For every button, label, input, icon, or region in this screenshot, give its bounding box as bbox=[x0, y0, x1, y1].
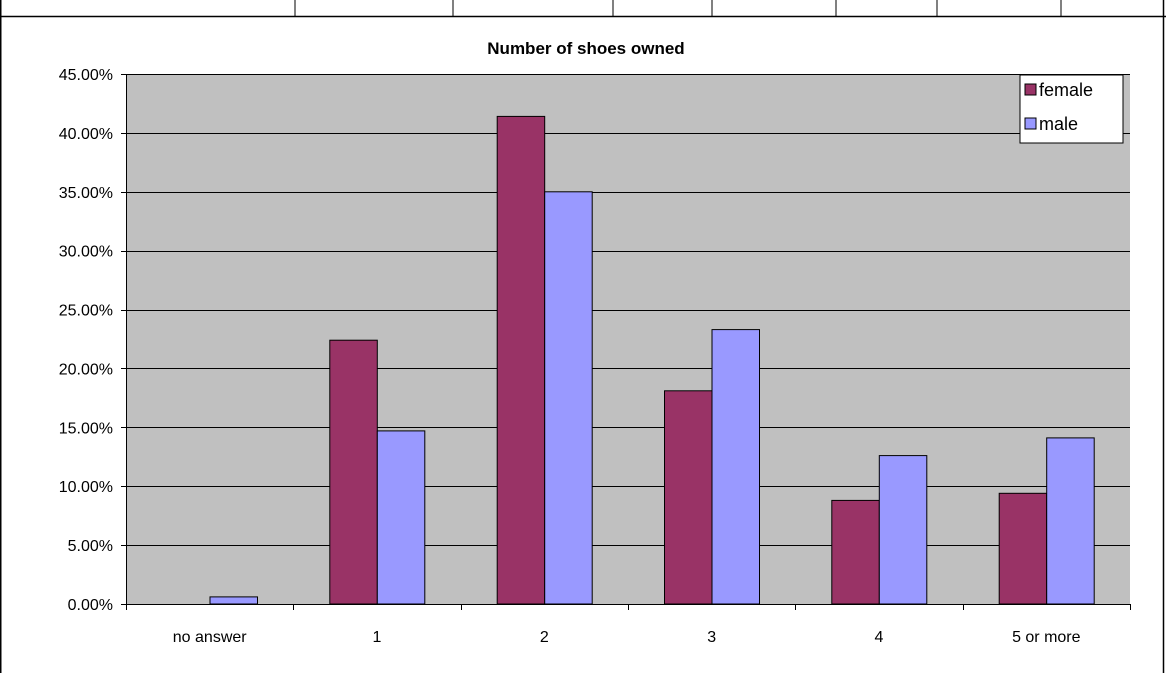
y-tick-label: 45.00% bbox=[59, 67, 113, 84]
bar-male-2 bbox=[544, 191, 593, 605]
category-label: 4 bbox=[875, 629, 884, 646]
y-tick-label: 35.00% bbox=[59, 185, 113, 202]
y-tick-label: 30.00% bbox=[59, 244, 113, 261]
bar-female-3 bbox=[664, 390, 713, 605]
y-tick-label: 40.00% bbox=[59, 126, 113, 143]
y-tick-label: 5.00% bbox=[68, 538, 113, 555]
bar-male-1 bbox=[376, 430, 426, 605]
axes bbox=[121, 74, 1131, 610]
x-tick-labels: no answer 1 2 3 4 5 or more bbox=[173, 629, 1081, 646]
category-label: 5 or more bbox=[1012, 629, 1081, 646]
y-tick-label: 15.00% bbox=[59, 420, 113, 437]
bar-male-0 bbox=[209, 596, 258, 605]
bars bbox=[209, 115, 1095, 605]
y-tick-label: 0.00% bbox=[68, 597, 113, 614]
bar-female-2 bbox=[496, 115, 546, 605]
legend-label-female: female bbox=[1039, 80, 1093, 100]
y-tick-label: 10.00% bbox=[59, 479, 113, 496]
bar-female-5 bbox=[998, 492, 1048, 605]
chart-title: Number of shoes owned bbox=[487, 39, 684, 58]
bar-male-5 bbox=[1046, 437, 1095, 605]
bar-female-4 bbox=[831, 499, 880, 605]
plot-area bbox=[126, 74, 1130, 604]
legend-label-male: male bbox=[1039, 114, 1078, 134]
category-label: 3 bbox=[707, 629, 716, 646]
y-tick-labels: 0.00% 5.00% 10.00% 15.00% 20.00% 25.00% 30.00%… bbox=[59, 67, 113, 614]
y-tick-label: 25.00% bbox=[59, 303, 113, 320]
category-label: no answer bbox=[173, 629, 247, 646]
legend-swatch-female bbox=[1024, 83, 1037, 96]
bar-male-3 bbox=[711, 329, 760, 605]
bar-female-1 bbox=[329, 339, 378, 605]
legend-swatch-male bbox=[1024, 117, 1037, 130]
legend-box bbox=[1019, 74, 1124, 144]
bar-male-4 bbox=[878, 455, 928, 605]
category-label: 1 bbox=[373, 629, 382, 646]
y-tick-label: 20.00% bbox=[59, 361, 113, 378]
legend: female male bbox=[1019, 74, 1124, 144]
gridlines bbox=[126, 74, 1130, 546]
category-label: 2 bbox=[540, 629, 549, 646]
